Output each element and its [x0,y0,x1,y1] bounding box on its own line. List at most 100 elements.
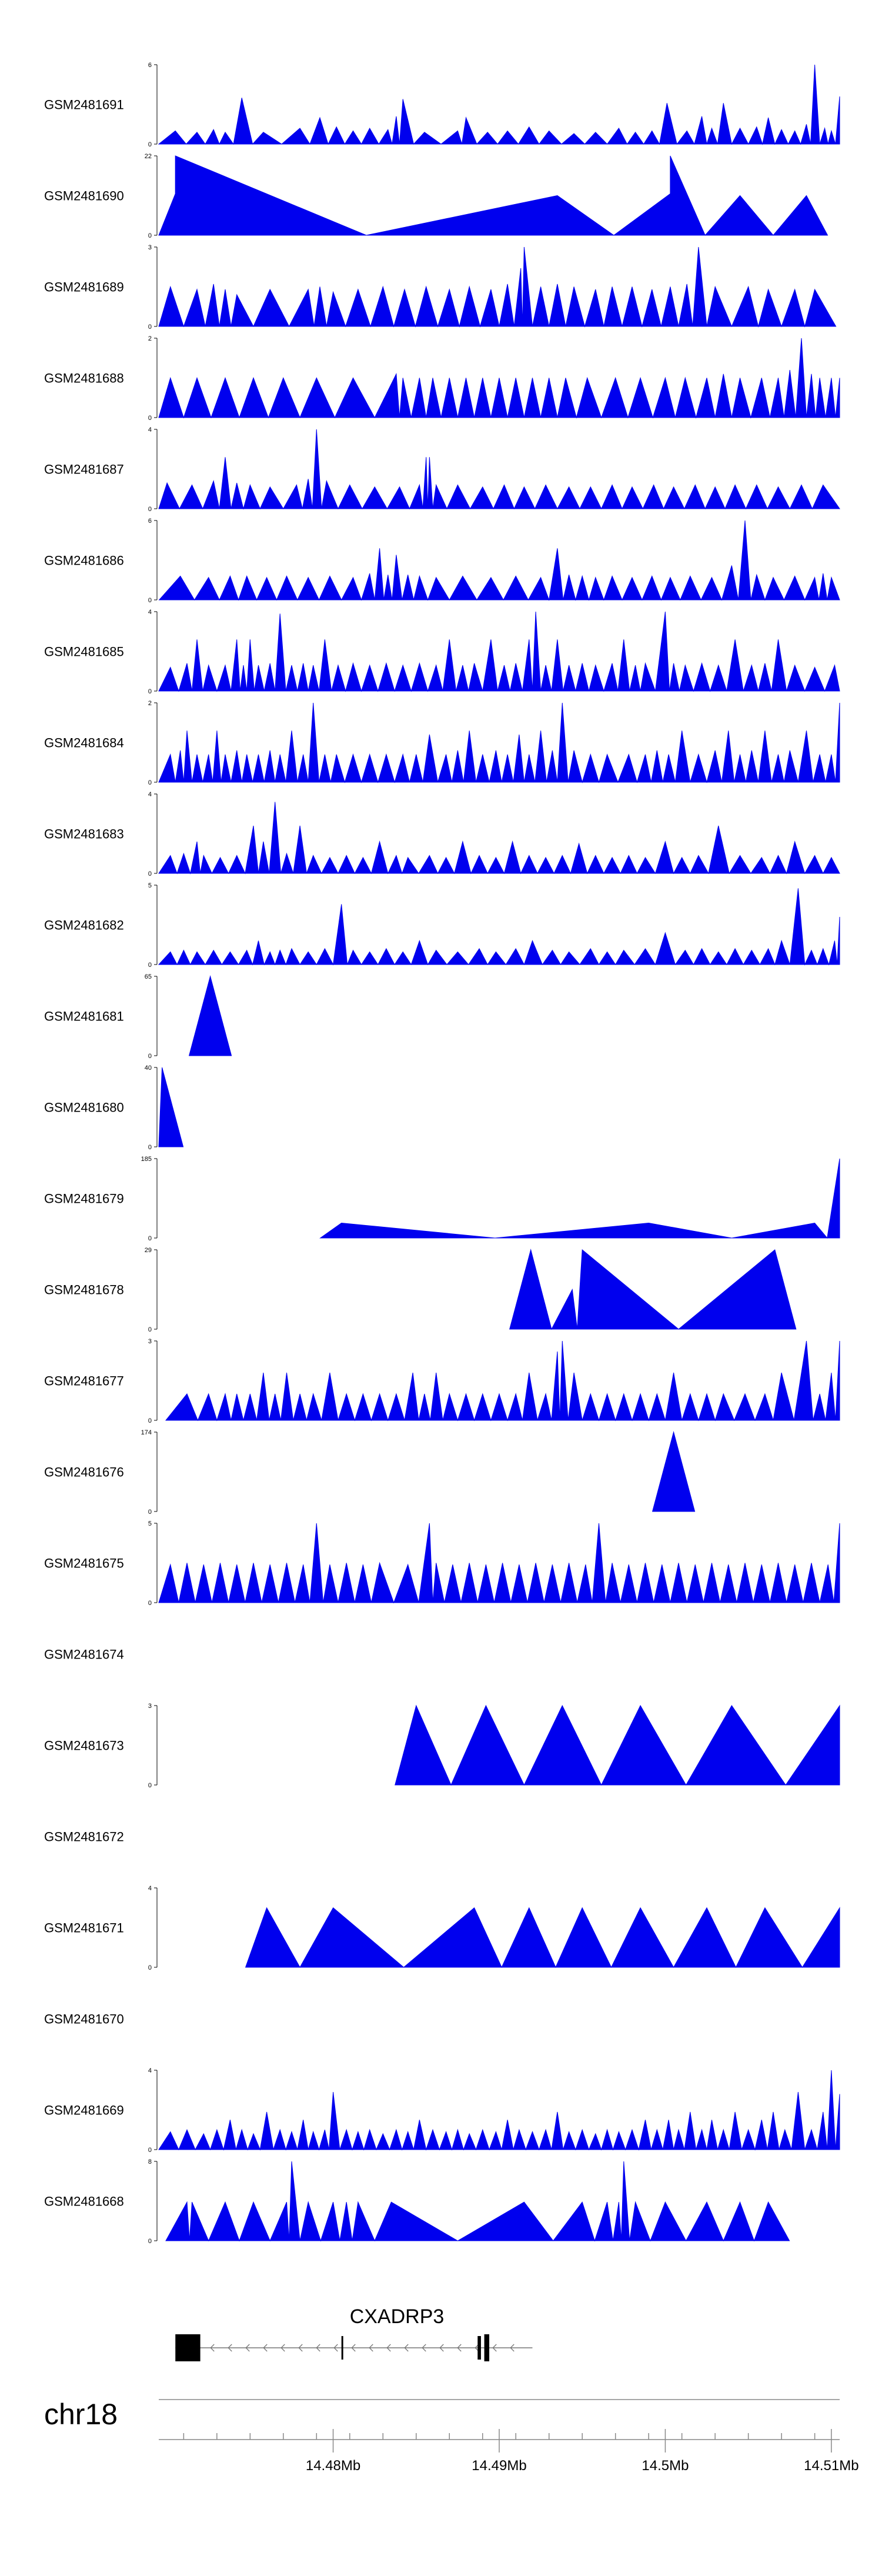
major-tick-label: 14.5Mb [642,2458,689,2474]
strand-arrow [298,2344,303,2352]
track-label: GSM2481685 [44,645,124,659]
data-tracks: GSM248169160GSM2481690220GSM248168930GSM… [44,62,840,2245]
y-tick-label-zero: 0 [148,1509,152,1516]
track-gsm2481681: GSM2481681 65 0 [44,973,232,1060]
major-tick-label: 14.48Mb [306,2458,360,2474]
y-tick-label-zero: 0 [148,1964,152,1971]
track-label: GSM2481675 [44,1556,124,1571]
track-label: GSM2481678 [44,1283,124,1297]
coverage-area [652,1431,696,1512]
track-gsm2481685: GSM2481685 4 0 [44,609,840,695]
y-tick-label-zero: 0 [148,1053,152,1060]
track-label: GSM2481672 [44,1830,124,1844]
strand-arrow [404,2344,409,2352]
y-tick-label-max: 4 [148,609,152,616]
y-tick-label-zero: 0 [148,1144,152,1151]
coverage-area [158,1067,184,1147]
track-gsm2481677: GSM2481677 3 0 [44,1338,840,1424]
coverage-area [319,1158,840,1239]
track-gsm2481680: GSM2481680 40 0 [44,1065,184,1151]
strand-arrow [351,2344,356,2352]
strand-arrow [492,2344,497,2352]
genome-axis-track: chr18 14.48Mb 14.49Mb 14.5Mb 14.51Mb [44,2398,859,2474]
track-label: GSM2481682 [44,918,124,933]
track-label: GSM2481689 [44,280,124,295]
coverage-area [158,611,840,692]
track-label: GSM2481673 [44,1739,124,1753]
track-label: GSM2481684 [44,736,124,750]
track-label: GSM2481677 [44,1374,124,1389]
track-gsm2481688: GSM2481688 2 0 [44,335,840,422]
gene-track: CXADRP3 [175,2305,533,2361]
y-tick-label-zero: 0 [148,506,152,513]
y-tick-label-zero: 0 [148,962,152,969]
chromosome-label: chr18 [44,2398,118,2431]
strand-arrow [210,2344,215,2352]
y-tick-label-max: 22 [145,153,152,160]
track-label: GSM2481676 [44,1465,124,1480]
gene-exon [477,2336,481,2360]
coverage-area [509,1249,797,1330]
track-label: GSM2481674 [44,1647,124,1662]
strand-arrow [369,2344,373,2352]
coverage-area [188,975,232,1056]
track-gsm2481689: GSM2481689 3 0 [44,244,837,331]
major-tick-label: 14.51Mb [804,2458,858,2474]
y-tick-label-zero: 0 [148,2147,152,2154]
strand-arrow [422,2344,426,2352]
y-tick-label-max: 6 [148,62,152,69]
y-tick-label-max: 4 [148,1885,152,1892]
y-tick-label-zero: 0 [148,1782,152,1789]
track-gsm2481675: GSM2481675 5 0 [44,1520,840,1607]
y-tick-label-zero: 0 [148,597,152,604]
y-tick-label-max: 5 [148,1520,152,1527]
y-tick-label-max: 2 [148,700,152,707]
track-gsm2481684: GSM2481684 2 0 [44,700,840,786]
strand-arrow [280,2344,285,2352]
y-tick-label-max: 4 [148,791,152,798]
y-tick-label-zero: 0 [148,779,152,786]
y-tick-label-zero: 0 [148,1235,152,1242]
strand-arrow [510,2344,514,2352]
track-label: GSM2481687 [44,462,124,477]
track-label: GSM2481688 [44,371,124,386]
track-gsm2481674: GSM2481674 [44,1647,124,1662]
strand-arrow [228,2344,232,2352]
track-label: GSM2481686 [44,553,124,568]
y-tick-label-zero: 0 [148,2238,152,2245]
y-tick-label-max: 65 [145,973,152,980]
coverage-area [158,888,840,966]
gene-exon [341,2336,343,2360]
strand-arrow [475,2344,479,2352]
coverage-area [158,1523,840,1604]
coverage-area [158,802,840,875]
track-gsm2481682: GSM2481682 5 0 [44,882,840,969]
track-gsm2481676: GSM2481676 174 0 [44,1429,696,1516]
track-label: GSM2481681 [44,1009,124,1024]
y-tick-label-max: 174 [141,1429,152,1436]
coverage-area [158,2070,840,2151]
y-tick-label-zero: 0 [148,415,152,422]
y-tick-label-max: 8 [148,2158,152,2165]
track-label: GSM2481670 [44,2012,124,2027]
strand-arrow [439,2344,444,2352]
track-gsm2481672: GSM2481672 [44,1830,124,1844]
track-gsm2481678: GSM2481678 29 0 [44,1247,797,1333]
y-tick-label-max: 2 [148,335,152,342]
track-label: GSM2481668 [44,2194,124,2209]
track-gsm2481669: GSM2481669 4 0 [44,2067,840,2154]
coverage-area [165,1340,840,1422]
gene-exon [175,2334,201,2361]
track-label: GSM2481690 [44,189,124,203]
gene-exon [484,2334,490,2361]
y-tick-label-max: 29 [145,1247,152,1254]
strand-arrow [457,2344,462,2352]
y-tick-label-zero: 0 [148,232,152,239]
strand-arrow [386,2344,391,2352]
strand-arrow [263,2344,268,2352]
coverage-area [158,702,840,783]
y-tick-label-max: 6 [148,518,152,525]
track-gsm2481683: GSM2481683 4 0 [44,791,840,877]
track-label: GSM2481691 [44,98,124,112]
